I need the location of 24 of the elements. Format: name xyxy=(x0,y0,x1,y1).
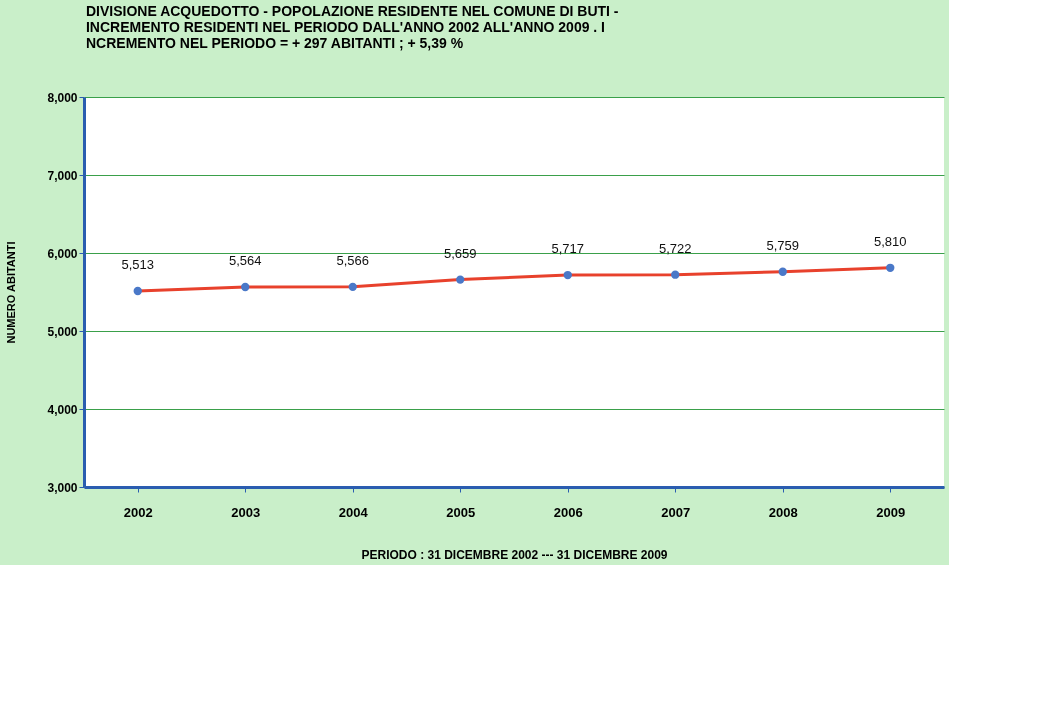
y-tick-label: 3,000 xyxy=(47,480,78,495)
y-tick-label: 4,000 xyxy=(47,402,78,417)
x-tick-label: 2007 xyxy=(661,504,691,520)
data-label: 5,566 xyxy=(336,252,370,268)
y-tick-label: 6,000 xyxy=(47,246,78,261)
data-label: 5,564 xyxy=(228,253,262,269)
x-tick-label: 2005 xyxy=(446,504,476,520)
data-label: 5,722 xyxy=(658,240,692,256)
x-tick-label: 2004 xyxy=(338,504,369,520)
data-label: 5,810 xyxy=(873,233,907,249)
x-tick-label: 2006 xyxy=(553,504,583,520)
y-tick-label: 8,000 xyxy=(47,90,78,105)
y-axis-title: NUMERO ABITANTI xyxy=(5,241,18,344)
y-tick-label: 5,000 xyxy=(47,324,78,339)
data-label: 5,717 xyxy=(551,241,585,257)
x-tick-label: 2002 xyxy=(123,504,153,520)
x-tick-label: 2008 xyxy=(768,504,798,520)
data-label: 5,759 xyxy=(766,237,800,253)
x-tick-label: 2003 xyxy=(231,504,261,520)
y-tick-label: 7,000 xyxy=(47,168,78,183)
data-label: 5,513 xyxy=(121,256,155,272)
x-axis-title: PERIODO : 31 DICEMBRE 2002 --- 31 DICEMBRE 2009 xyxy=(361,547,668,562)
chart-title: DIVISIONE ACQUEDOTTO - POPOLAZIONE RESIDENTE NEL COMUNE DI BUTI - INCREMENTO RESIDENTI NEL PERIODO DALL'ANNO 2002 ALL'ANNO 2009 . I NCREMENTO NEL PERIODO = + 297 ABITANTI ; + 5,39 % xyxy=(85,3,619,51)
x-tick-label: 2009 xyxy=(876,504,906,520)
